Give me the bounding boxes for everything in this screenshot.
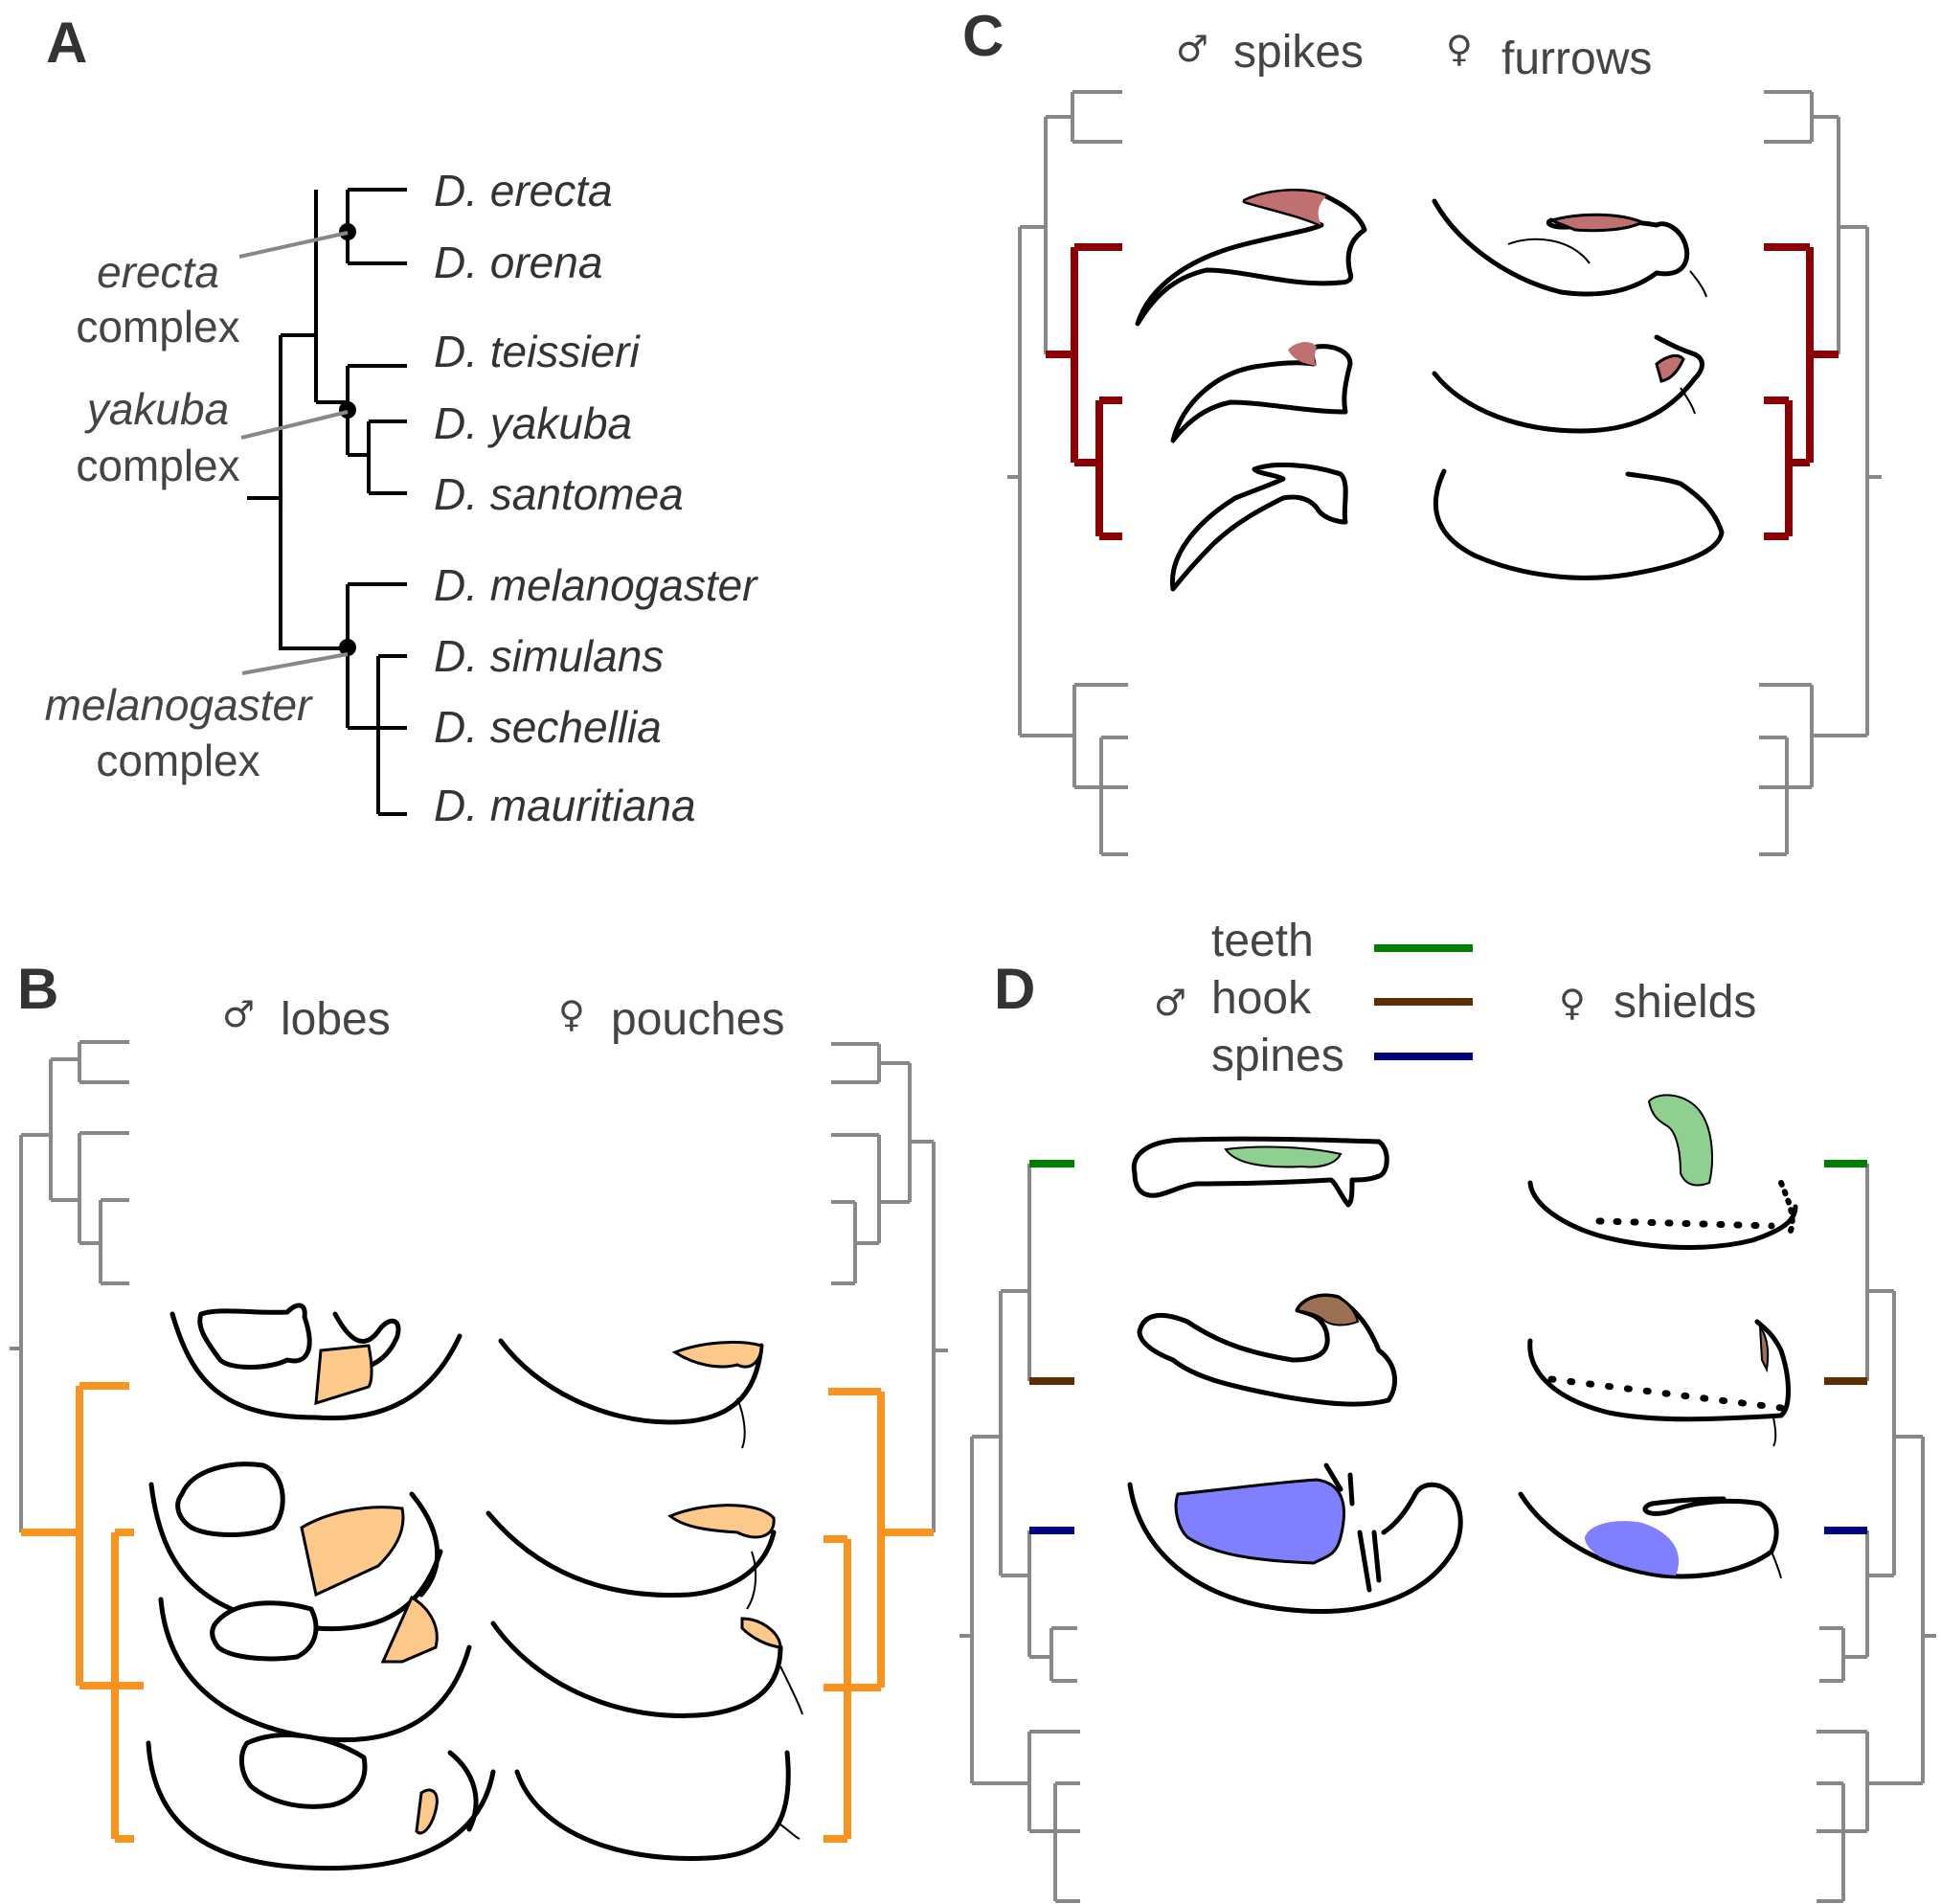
female-genitalia-drawing — [1432, 198, 1707, 298]
legend-label-spines: spines — [1211, 1031, 1344, 1081]
male-genitalia-drawing — [1170, 342, 1353, 443]
legend-label-hook: hook — [1211, 973, 1312, 1024]
species-label: D. santomea — [434, 469, 684, 519]
female-trait-label: pouches — [611, 994, 784, 1045]
male-lobes-drawings — [146, 1303, 496, 1871]
male-genitalia-drawing — [148, 1462, 443, 1632]
species-label: D. teissieri — [434, 327, 641, 376]
left-tree — [10, 1040, 144, 1843]
female-genitalia-drawing — [1518, 1491, 1782, 1579]
female-trait-label: shields — [1614, 977, 1756, 1028]
female-genitalia-drawing — [490, 1617, 803, 1718]
female-genitalia-drawing — [514, 1750, 801, 1861]
species-label: D. mauritiana — [434, 781, 696, 830]
species-label: D. orena — [434, 238, 602, 287]
complex-word: complex — [96, 736, 260, 785]
male-teeth-hook-spines-drawings — [1127, 1136, 1463, 1614]
complex-name: yakuba — [84, 384, 229, 434]
male-genitalia-drawing — [146, 1733, 496, 1871]
species-label: D. melanogaster — [434, 560, 758, 610]
female-genitalia-drawing — [1527, 1094, 1798, 1250]
yakuba-node — [339, 401, 356, 419]
male-spikes-drawings — [1135, 189, 1367, 592]
left-tree — [959, 1160, 1080, 1903]
female-shields-drawings — [1518, 1094, 1798, 1579]
panel-b-letter: B — [17, 957, 58, 1021]
female-genitalia-drawing — [1432, 334, 1704, 434]
legend-label-teeth: teeth — [1211, 916, 1314, 966]
panel-a-letter: A — [46, 11, 87, 75]
female-symbol-icon: ♀ — [558, 993, 585, 1035]
male-symbol-icon: ♂ — [222, 993, 255, 1035]
male-genitalia-drawing — [1127, 1462, 1463, 1614]
complex-name: erecta — [97, 247, 219, 297]
female-symbol-icon: ♀ — [1446, 28, 1473, 70]
female-genitalia-drawing — [1433, 468, 1725, 580]
species-label: D. erecta — [434, 166, 613, 215]
panel-d: D ♂ teeth hook spines ♀ shields — [959, 916, 1936, 1903]
species-label: D. simulans — [434, 631, 664, 681]
female-furrows-drawings — [1432, 198, 1725, 580]
female-genitalia-drawing — [498, 1338, 764, 1449]
panel-c-letter: C — [962, 4, 1004, 68]
male-symbol-icon: ♂ — [1154, 982, 1186, 1024]
species-label: D. yakuba — [434, 398, 632, 448]
melanogaster-node — [339, 639, 356, 656]
male-trait-label: lobes — [281, 994, 391, 1045]
right-tree — [824, 1042, 948, 1843]
female-genitalia-drawing — [485, 1504, 777, 1610]
complex-name: melanogaster — [45, 680, 313, 730]
male-symbol-icon: ♂ — [1176, 28, 1208, 70]
female-trait-label: furrows — [1501, 34, 1652, 84]
species-label: D. sechellia — [434, 702, 662, 752]
male-genitalia-drawing — [158, 1595, 472, 1743]
complex-word: complex — [76, 441, 239, 490]
female-genitalia-drawing — [1527, 1319, 1791, 1447]
panel-d-letter: D — [994, 957, 1035, 1021]
male-genitalia-drawing — [169, 1303, 463, 1421]
left-tree — [1007, 90, 1128, 856]
male-genitalia-drawing — [1137, 1293, 1398, 1407]
male-trait-label: spikes — [1233, 27, 1364, 78]
complex-pointers — [238, 231, 349, 675]
complex-word: complex — [76, 302, 239, 351]
panel-b: B ♂ lobes ♀ pouches — [10, 957, 948, 1871]
panel-a: A D. erecta D. orena D. teissieri D. yak… — [45, 11, 759, 830]
right-tree — [1817, 1160, 1936, 1903]
male-genitalia-drawing — [1135, 189, 1367, 327]
male-genitalia-drawing — [1131, 1136, 1389, 1208]
right-tree — [1759, 90, 1882, 856]
panel-c: C ♂ spikes ♀ furrows — [962, 4, 1882, 856]
phylogeny-tree — [247, 188, 407, 816]
male-genitalia-drawing — [1169, 462, 1348, 592]
erecta-node — [339, 223, 356, 240]
female-pouches-drawings — [485, 1338, 803, 1861]
female-symbol-icon: ♀ — [1559, 982, 1586, 1024]
